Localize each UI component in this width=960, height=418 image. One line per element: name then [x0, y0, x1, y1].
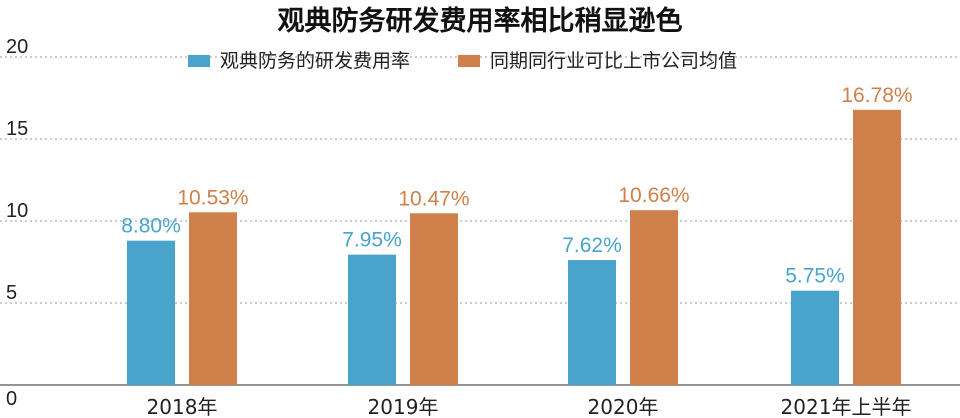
- bar-industry: [630, 210, 678, 385]
- x-category-label: 2020年: [588, 395, 659, 418]
- bar-industry: [410, 213, 458, 385]
- y-tick-label: 20: [6, 36, 28, 58]
- bar-company: [568, 260, 616, 385]
- bar-value-label: 7.62%: [562, 234, 622, 257]
- x-category-label: 2018年: [147, 395, 218, 418]
- bar-value-label: 16.78%: [841, 84, 912, 107]
- legend-swatch: [458, 55, 480, 67]
- y-axis-ticks: 0 5 10 15 20: [6, 36, 28, 410]
- bars: [127, 109, 901, 386]
- bar-company: [127, 240, 175, 385]
- y-tick-label: 15: [6, 118, 28, 140]
- y-tick-label: 5: [6, 282, 17, 304]
- legend-swatch: [188, 55, 210, 67]
- legend-label: 同期同行业可比上市公司均值: [490, 50, 737, 72]
- bar-value-label: 10.47%: [398, 187, 469, 210]
- x-category-label: 2021年上半年: [781, 395, 912, 418]
- y-tick-label: 0: [6, 388, 17, 410]
- bar-company: [348, 254, 396, 385]
- y-tick-label: 10: [6, 200, 28, 222]
- bar-industry: [853, 109, 901, 386]
- x-axis-categories: 2018年 2019年 2020年 2021年上半年: [147, 395, 912, 418]
- value-labels: 8.80% 7.95% 7.62% 5.75% 10.53% 10.47% 10.66% 16…: [121, 84, 912, 288]
- x-category-label: 2019年: [368, 395, 439, 418]
- legend: 观典防务的研发费用率 同期同行业可比上市公司均值: [188, 50, 737, 72]
- bar-value-label: 5.75%: [785, 265, 845, 288]
- bar-value-label: 10.66%: [618, 184, 689, 207]
- bar-company: [791, 290, 839, 385]
- bar-value-label: 8.80%: [121, 215, 181, 238]
- bar-industry: [189, 212, 237, 385]
- bar-value-label: 7.95%: [342, 229, 402, 252]
- bar-value-label: 10.53%: [177, 186, 248, 209]
- chart-title: 观典防务研发费用率相比稍显逊色: [278, 5, 683, 37]
- legend-label: 观典防务的研发费用率: [220, 50, 410, 72]
